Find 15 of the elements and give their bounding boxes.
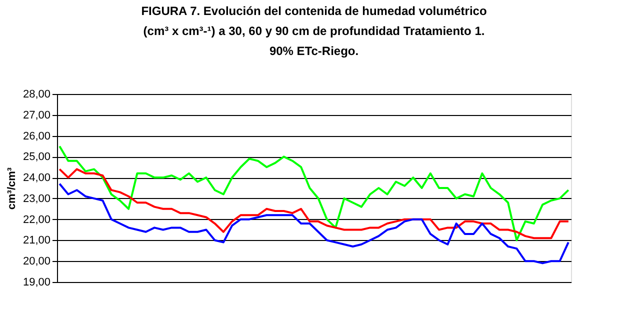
y-axis-title: cm³/cm³: [6, 167, 18, 210]
y-tick-label: 23,00: [22, 192, 50, 205]
y-tick-label: 24,00: [22, 172, 50, 184]
y-tick-label: 28,00: [22, 88, 50, 100]
line-series: [58, 182, 570, 264]
line-series: [58, 145, 570, 242]
y-tick-label: 20,00: [22, 256, 50, 268]
y-tick-label: 25,00: [22, 151, 50, 164]
y-tick-label: 21,00: [22, 234, 50, 247]
y-tick-label: 27,00: [22, 109, 50, 122]
y-tick-label: 26,00: [22, 130, 50, 142]
y-tick-label: 19,00: [22, 276, 50, 288]
chart-title: FIGURA 7. Evolución del contenida de humedad volumétrico (cm³ x cm³-¹) a 30, 60 y 90 cm de profundidad Tratamiento 1. 90% ETc-Riego.: [141, 4, 487, 58]
y-tick-label: 22,00: [22, 214, 50, 226]
line-series: [58, 168, 570, 240]
